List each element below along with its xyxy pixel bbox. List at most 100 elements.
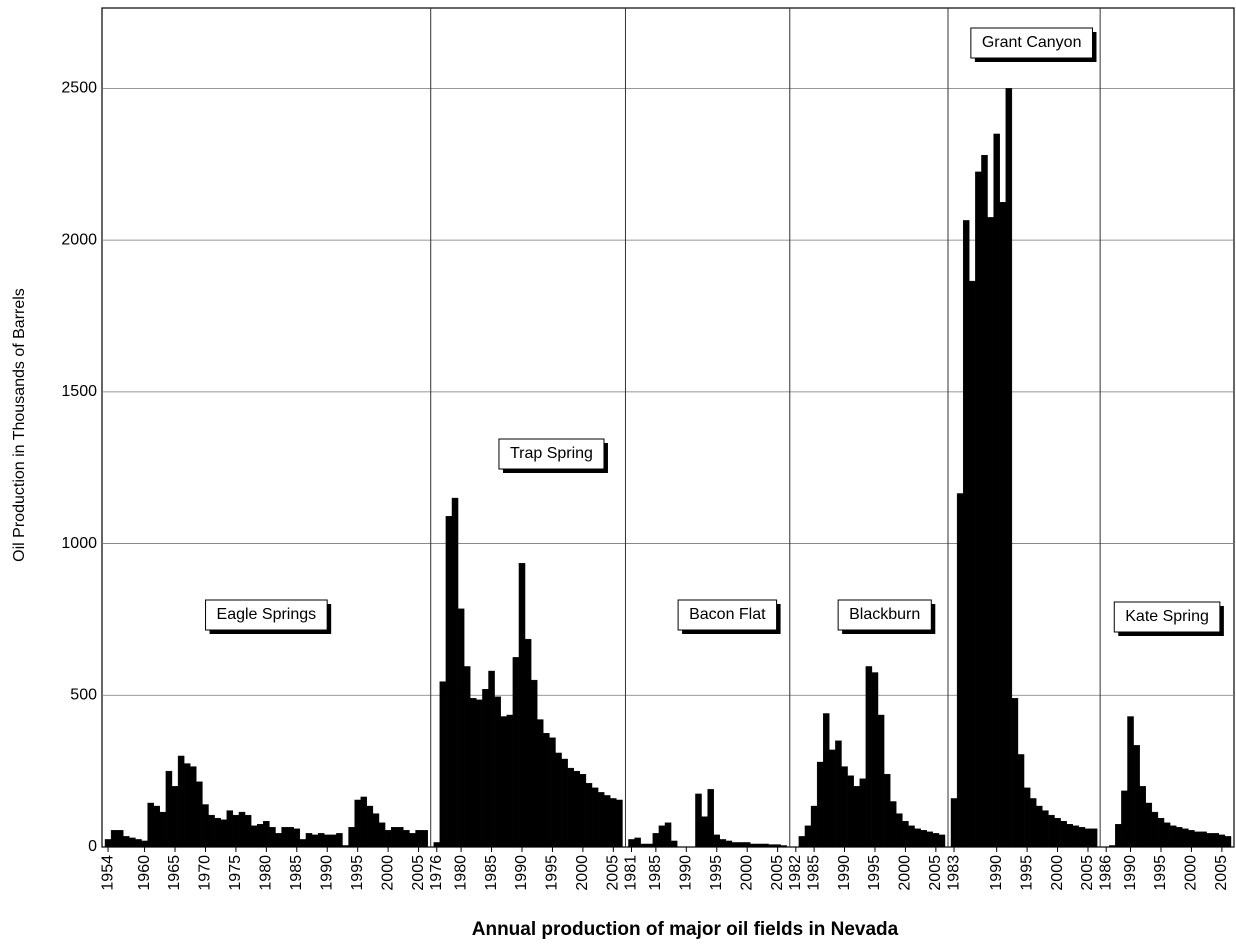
bar — [756, 843, 763, 848]
bar — [1109, 845, 1116, 848]
bar — [543, 733, 550, 848]
bar — [116, 830, 124, 848]
panel-label: Blackburn — [837, 599, 936, 634]
bar — [585, 783, 593, 848]
bar — [865, 666, 873, 848]
x-tick-label: 2005 — [605, 855, 622, 891]
bar — [165, 770, 173, 848]
x-tick-label: 1990 — [678, 855, 695, 891]
chart-title: Annual production of major oil fields in… — [472, 919, 899, 940]
label-box — [970, 27, 1093, 59]
y-tick-label: 2500 — [61, 80, 97, 97]
x-tick-label: 1960 — [136, 855, 153, 891]
plot-frame — [101, 7, 1235, 848]
bar — [938, 834, 946, 848]
bar — [244, 814, 252, 848]
x-tick-label: 1995 — [866, 855, 883, 891]
bar — [664, 822, 672, 848]
bar — [463, 666, 471, 848]
bar — [1115, 824, 1122, 848]
bar — [250, 825, 258, 848]
bar — [384, 830, 392, 848]
panel-name: Trap Spring — [510, 445, 593, 462]
bar — [597, 792, 605, 848]
bar — [220, 819, 227, 848]
panel-name: Bacon Flat — [689, 606, 766, 623]
x-tick-label: 1995 — [708, 855, 725, 891]
bar — [1060, 821, 1067, 848]
bar — [1072, 825, 1080, 848]
bar — [129, 837, 136, 848]
bar — [1017, 754, 1025, 848]
bar — [360, 796, 368, 848]
bar — [573, 770, 581, 848]
bar — [378, 822, 386, 848]
bar — [135, 839, 142, 848]
bar — [354, 799, 361, 848]
bar — [537, 719, 544, 848]
bar — [530, 679, 538, 848]
bar — [171, 786, 179, 848]
bar — [1011, 698, 1019, 848]
bar — [981, 154, 988, 848]
bar — [719, 839, 727, 848]
x-tick-label: 2000 — [897, 855, 914, 891]
bar — [1145, 802, 1153, 848]
x-tick-label: 2000 — [738, 855, 755, 891]
bar — [208, 814, 215, 848]
bar — [798, 836, 806, 848]
bar — [482, 689, 489, 848]
x-tick-label: 1985 — [805, 855, 822, 891]
bar — [433, 842, 441, 848]
bar — [324, 834, 331, 848]
label-box — [498, 438, 605, 470]
bar — [750, 843, 757, 848]
x-tick-label: 1954 — [99, 855, 116, 891]
y-tick-label: 1000 — [61, 535, 97, 552]
x-tick-label: 1995 — [544, 855, 561, 891]
bar — [646, 843, 654, 848]
bar — [506, 714, 514, 848]
bar — [896, 813, 903, 848]
x-tick-label: 1990 — [318, 855, 335, 891]
x-tick-label: 2005 — [1213, 855, 1230, 891]
bar — [275, 833, 282, 848]
bar — [183, 763, 191, 848]
bar — [317, 833, 325, 848]
panel-name: Kate Spring — [1125, 608, 1209, 625]
label-box — [1113, 601, 1221, 633]
x-tick-label: 1965 — [166, 855, 183, 891]
bar — [969, 280, 976, 848]
bar — [1169, 825, 1177, 848]
bar — [950, 798, 958, 848]
bar — [305, 833, 313, 848]
bar — [1066, 824, 1073, 848]
x-tick-label: 1990 — [836, 855, 853, 891]
bar — [1023, 787, 1031, 848]
bar — [494, 696, 501, 848]
bar — [190, 766, 197, 848]
bar — [658, 825, 666, 848]
bar — [768, 844, 775, 848]
bar — [1218, 834, 1226, 848]
x-tick-label: 2005 — [927, 855, 944, 891]
bar — [202, 804, 209, 848]
panel-label: Bacon Flat — [677, 599, 781, 634]
bar — [774, 844, 781, 848]
bar — [439, 681, 447, 848]
bar — [104, 839, 112, 848]
x-tick-label: 1970 — [197, 855, 214, 891]
bar — [713, 834, 721, 848]
bar — [1212, 833, 1220, 848]
bar — [110, 830, 118, 848]
bar — [762, 843, 769, 848]
bar — [902, 821, 909, 848]
x-tick-label: 2005 — [769, 855, 786, 891]
bar — [330, 834, 337, 848]
y-tick-label: 1500 — [61, 383, 97, 400]
bar — [743, 842, 751, 848]
bar — [372, 813, 380, 848]
bar — [451, 497, 459, 848]
bar — [123, 836, 130, 848]
bar — [999, 201, 1007, 848]
